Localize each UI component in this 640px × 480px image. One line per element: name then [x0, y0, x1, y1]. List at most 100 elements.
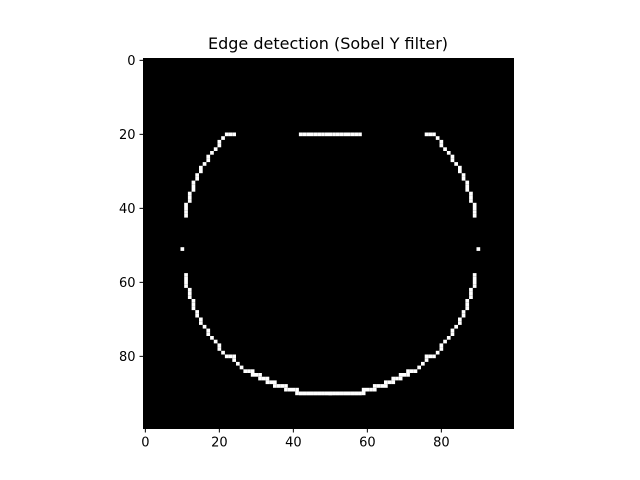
- edge-pixel: [372, 384, 377, 388]
- edge-pixel: [191, 302, 196, 307]
- edge-pixel: [187, 295, 192, 299]
- edge-pixel: [191, 299, 196, 303]
- edge-pixel: [324, 391, 329, 396]
- edge-pixel: [317, 132, 322, 137]
- edge-pixel: [265, 376, 270, 381]
- edge-pixel: [232, 358, 236, 362]
- edge-pixel: [306, 132, 310, 137]
- edge-pixel: [250, 369, 255, 373]
- edge-pixel: [191, 184, 196, 188]
- edge-pixel: [432, 354, 436, 359]
- edge-pixel: [184, 284, 188, 288]
- edge-pixel: [317, 391, 322, 396]
- edge-pixel: [406, 369, 410, 373]
- edge-pixel: [254, 373, 259, 377]
- edge-pixel: [224, 354, 229, 359]
- edge-pixel: [206, 154, 211, 159]
- edge-pixel: [250, 373, 255, 377]
- edge-pixel: [295, 387, 299, 392]
- edge-pixel: [358, 391, 362, 396]
- edge-pixel: [435, 350, 440, 355]
- x-tick-label: 0: [141, 436, 149, 451]
- edge-pixel: [424, 132, 429, 137]
- edge-pixel: [350, 391, 355, 396]
- edge-pixel: [195, 310, 199, 314]
- edge-pixel: [287, 387, 292, 392]
- edge-pixel: [306, 391, 310, 396]
- edge-pixel: [228, 354, 233, 359]
- edge-pixel: [187, 291, 192, 296]
- edge-pixel: [302, 391, 307, 396]
- edge-pixel: [313, 391, 318, 396]
- edge-pixel: [221, 350, 225, 355]
- edge-pixel: [328, 132, 333, 137]
- edge-pixel: [184, 210, 188, 214]
- y-tick-label: 60: [119, 276, 136, 291]
- x-tick-label: 80: [433, 436, 450, 451]
- image-plot-area: [143, 58, 514, 429]
- edge-pixel: [195, 176, 199, 181]
- edge-pixel: [472, 213, 477, 218]
- edge-pixel: [187, 195, 192, 200]
- edge-pixel: [284, 387, 288, 392]
- edge-pixel: [465, 188, 470, 192]
- edge-pixel: [187, 199, 192, 203]
- edge-pixel: [472, 280, 477, 285]
- edge-pixel: [199, 169, 203, 174]
- edge-pixel: [343, 132, 347, 137]
- edge-pixel: [321, 391, 325, 396]
- edge-pixel: [387, 380, 392, 385]
- chart-title: Edge detection (Sobel Y filter): [208, 34, 448, 53]
- y-tick-label: 80: [119, 350, 136, 365]
- edge-pixel: [476, 247, 481, 251]
- edge-pixel: [391, 380, 396, 385]
- edge-pixel: [450, 154, 455, 159]
- edge-pixel: [202, 324, 207, 329]
- edge-pixel: [213, 339, 218, 344]
- edge-pixel: [372, 387, 377, 392]
- edge-pixel: [191, 306, 196, 311]
- edge-pixel: [469, 295, 473, 299]
- edge-pixel: [184, 202, 188, 207]
- edge-pixel: [310, 391, 314, 396]
- edge-pixel: [339, 391, 344, 396]
- edge-pixel: [428, 354, 433, 359]
- edge-pixel: [273, 384, 277, 388]
- edge-pixel: [199, 317, 203, 322]
- edge-pixel: [395, 376, 399, 381]
- edge-pixel: [465, 184, 470, 188]
- edge-pixel: [384, 380, 388, 385]
- y-axis: 0 20 40 60 80: [119, 54, 144, 365]
- edge-pixel: [269, 380, 273, 385]
- edge-pixel: [417, 365, 421, 370]
- edge-pixel: [472, 284, 477, 288]
- edge-pixel: [184, 206, 188, 211]
- edge-pixel: [458, 317, 462, 322]
- edge-pixel: [465, 302, 470, 307]
- edge-pixel: [291, 387, 296, 392]
- edge-pixel: [184, 280, 188, 285]
- edge-pixel: [280, 384, 285, 388]
- edge-pixel: [221, 136, 225, 140]
- edge-pixel: [210, 336, 214, 340]
- edge-pixel: [461, 176, 466, 181]
- edge-pixel: [421, 361, 425, 366]
- edge-pixel: [324, 132, 329, 137]
- x-tick-label: 40: [285, 436, 302, 451]
- edge-pixel: [199, 321, 203, 325]
- y-tick-label: 0: [127, 54, 135, 69]
- edge-pixel: [247, 369, 251, 373]
- edge-pixel: [313, 132, 318, 137]
- edge-pixel: [402, 373, 407, 377]
- edge-pixel: [206, 328, 211, 333]
- edge-pixel: [284, 384, 288, 388]
- edge-pixel: [217, 343, 222, 348]
- edge-pixel: [187, 287, 192, 292]
- edge-pixel: [354, 391, 359, 396]
- edge-pixel: [439, 347, 444, 351]
- edge-pixel: [465, 299, 470, 303]
- edge-pixel: [295, 391, 299, 396]
- edge-pixel: [224, 132, 229, 137]
- edge-pixel: [321, 132, 325, 137]
